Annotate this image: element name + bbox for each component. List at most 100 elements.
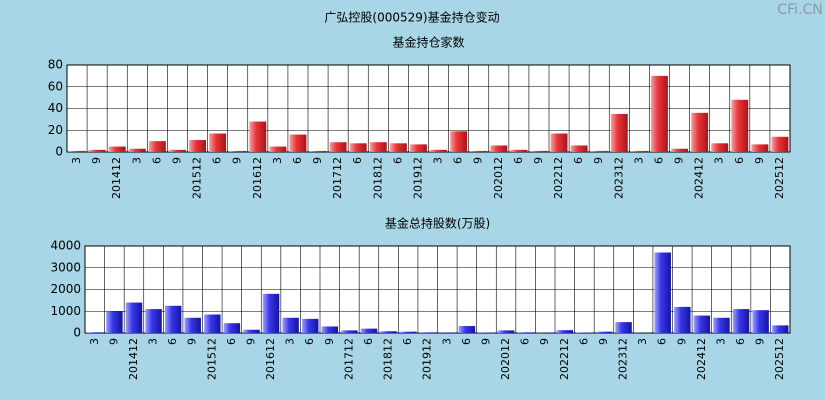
x-tick-label: 3 bbox=[713, 157, 726, 164]
x-tick-label: 9 bbox=[107, 338, 120, 345]
bar bbox=[490, 145, 508, 152]
bar bbox=[349, 143, 367, 152]
x-tick-label: 6 bbox=[150, 157, 163, 164]
x-tick-label: 201612 bbox=[264, 338, 277, 380]
bar bbox=[289, 134, 307, 152]
x-tick-label: 9 bbox=[472, 157, 485, 164]
bar bbox=[713, 317, 730, 333]
x-tick-label: 6 bbox=[303, 338, 316, 345]
bar bbox=[430, 149, 447, 152]
x-tick-label: 202212 bbox=[558, 338, 571, 380]
bar bbox=[108, 146, 126, 152]
x-tick-label: 9 bbox=[538, 338, 551, 345]
bar bbox=[550, 133, 568, 152]
bar bbox=[419, 332, 436, 333]
bar bbox=[243, 329, 260, 333]
bar bbox=[399, 331, 417, 333]
bar bbox=[752, 310, 769, 333]
bar bbox=[530, 150, 548, 152]
x-tick-label: 6 bbox=[577, 338, 590, 345]
bar bbox=[610, 113, 628, 152]
x-tick-label: 202512 bbox=[773, 338, 786, 380]
x-tick-label: 3 bbox=[440, 338, 453, 345]
x-tick-label: 202012 bbox=[492, 157, 505, 199]
bar bbox=[711, 143, 729, 152]
x-tick-label: 6 bbox=[519, 338, 532, 345]
bar bbox=[389, 143, 407, 152]
x-tick-label: 201512 bbox=[205, 338, 218, 380]
bar bbox=[223, 323, 241, 333]
x-tick-label: 9 bbox=[90, 157, 103, 164]
x-tick-label: 3 bbox=[636, 338, 649, 345]
x-tick-label: 202312 bbox=[612, 157, 625, 199]
x-tick-label: 6 bbox=[401, 338, 414, 345]
x-tick-label: 201412 bbox=[110, 157, 123, 199]
bar bbox=[360, 328, 378, 333]
bar bbox=[751, 144, 769, 152]
bar bbox=[450, 131, 468, 152]
watermark: CFi.CN bbox=[777, 2, 822, 18]
x-tick-label: 6 bbox=[391, 157, 404, 164]
bar bbox=[229, 150, 247, 152]
y-tick-label: 0 bbox=[55, 145, 63, 159]
bar bbox=[380, 331, 397, 333]
x-tick-label: 9 bbox=[186, 338, 199, 345]
bar bbox=[410, 144, 427, 152]
bar bbox=[771, 325, 789, 333]
bar bbox=[262, 293, 280, 333]
x-tick-label: 6 bbox=[351, 157, 364, 164]
bar bbox=[771, 136, 789, 152]
x-tick-label: 3 bbox=[432, 157, 445, 164]
bar bbox=[691, 112, 709, 152]
bar bbox=[88, 149, 106, 152]
x-tick-label: 6 bbox=[211, 157, 224, 164]
y-tick-label: 20 bbox=[48, 123, 63, 137]
x-tick-label: 3 bbox=[147, 338, 160, 345]
x-tick-label: 202412 bbox=[693, 157, 706, 199]
x-tick-label: 6 bbox=[512, 157, 525, 164]
bar bbox=[654, 252, 671, 333]
y-tick-label: 1000 bbox=[50, 304, 81, 318]
y-tick-label: 3000 bbox=[50, 260, 81, 274]
bar bbox=[68, 150, 86, 152]
bar bbox=[497, 330, 515, 333]
y-tick-label: 4000 bbox=[50, 239, 81, 253]
x-tick-label: 9 bbox=[170, 157, 183, 164]
x-tick-label: 3 bbox=[88, 338, 101, 345]
x-tick-label: 201912 bbox=[411, 157, 424, 199]
bar bbox=[595, 331, 613, 333]
bar bbox=[570, 145, 588, 152]
bar bbox=[341, 330, 358, 333]
bar bbox=[106, 311, 123, 333]
y-tick-label: 0 bbox=[73, 326, 81, 340]
x-tick-label: 202512 bbox=[773, 157, 786, 199]
y-tick-label: 2000 bbox=[50, 282, 81, 296]
x-tick-label: 202312 bbox=[617, 338, 630, 380]
bar bbox=[86, 332, 104, 333]
bar bbox=[125, 302, 143, 333]
x-tick-label: 6 bbox=[734, 338, 747, 345]
x-tick-label: 3 bbox=[714, 338, 727, 345]
x-tick-label: 201712 bbox=[342, 338, 355, 380]
bar bbox=[510, 149, 528, 152]
bar bbox=[671, 148, 688, 152]
page-title: 广弘控股(000529)基金持仓变动 bbox=[324, 10, 499, 25]
bar bbox=[282, 317, 299, 333]
bar bbox=[169, 149, 186, 152]
x-tick-label: 9 bbox=[231, 157, 244, 164]
y-tick-label: 80 bbox=[48, 58, 63, 72]
bar bbox=[209, 133, 227, 152]
bar bbox=[164, 305, 182, 333]
bar bbox=[269, 146, 287, 152]
bar bbox=[674, 306, 691, 333]
bar bbox=[590, 150, 608, 152]
chart-title: 基金总持股数(万股) bbox=[385, 216, 490, 231]
chart-title: 基金持仓家数 bbox=[392, 35, 464, 50]
x-tick-label: 202412 bbox=[695, 338, 708, 380]
x-tick-label: 6 bbox=[291, 157, 304, 164]
x-tick-label: 9 bbox=[675, 338, 688, 345]
bar bbox=[249, 121, 267, 152]
x-tick-label: 202212 bbox=[552, 157, 565, 199]
x-tick-label: 6 bbox=[652, 157, 665, 164]
